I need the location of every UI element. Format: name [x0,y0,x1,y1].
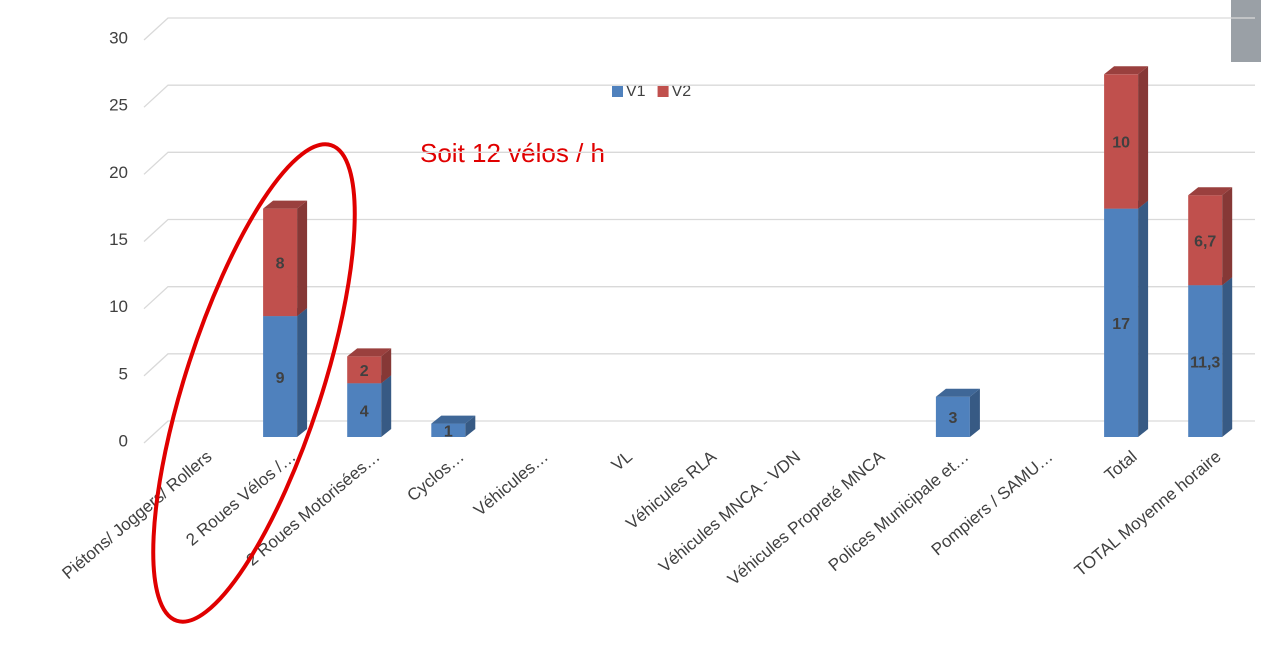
bar-side [297,308,307,437]
x-tick-label: TOTAL Moyenne horaire [1071,447,1225,580]
value-label: 17 [1112,316,1130,333]
x-tick-label: Véhicules MNCA - VDN [655,447,804,576]
y-tick-label: 20 [109,163,128,182]
legend-swatch [658,86,669,97]
bar-side [1222,277,1232,437]
value-label: 11,3 [1190,354,1220,371]
x-tick-label: Véhicules… [470,447,552,520]
value-label: 2 [360,363,369,380]
value-label: 10 [1112,135,1130,152]
x-tick-label: Piétons/ Joggers/ Rollers [58,447,215,583]
grid-line [144,287,1255,309]
grid-line [144,85,1255,107]
y-tick-label: 30 [109,28,128,47]
bar-side [381,375,391,437]
bar-side [297,201,307,316]
bar-side [1138,66,1148,208]
bar-side [1222,187,1232,285]
y-tick-label: 5 [119,364,128,383]
grid-line [144,152,1255,174]
x-tick-label: Cyclos… [403,447,467,505]
bar-side [1138,201,1148,437]
x-tick-label: Total [1101,447,1141,485]
grid-line [144,220,1255,242]
bar-side [970,389,980,437]
value-label: 1 [444,424,453,441]
y-tick-label: 15 [109,230,128,249]
x-tick-label: 2 Roues Motorisées… [243,447,384,570]
x-tick-label: VL [608,447,636,475]
value-label: 9 [276,370,285,387]
corner-image [1231,0,1261,62]
y-tick-label: 10 [109,297,128,316]
x-tick-label: Polices Municipale et… [825,447,973,575]
chart: Soit 12 vélos / h V1V2 05101520253098421… [0,0,1261,647]
legend-swatch [612,86,623,97]
y-tick-label: 0 [119,431,128,450]
value-label: 6,7 [1194,233,1216,250]
value-label: 4 [360,403,369,420]
value-label: 3 [948,410,957,427]
x-tick-label: Véhicules Propreté MNCA [724,447,889,590]
y-tick-label: 25 [109,96,128,115]
grid-line [144,354,1255,376]
value-label: 8 [276,256,285,273]
grid-line [144,18,1255,40]
